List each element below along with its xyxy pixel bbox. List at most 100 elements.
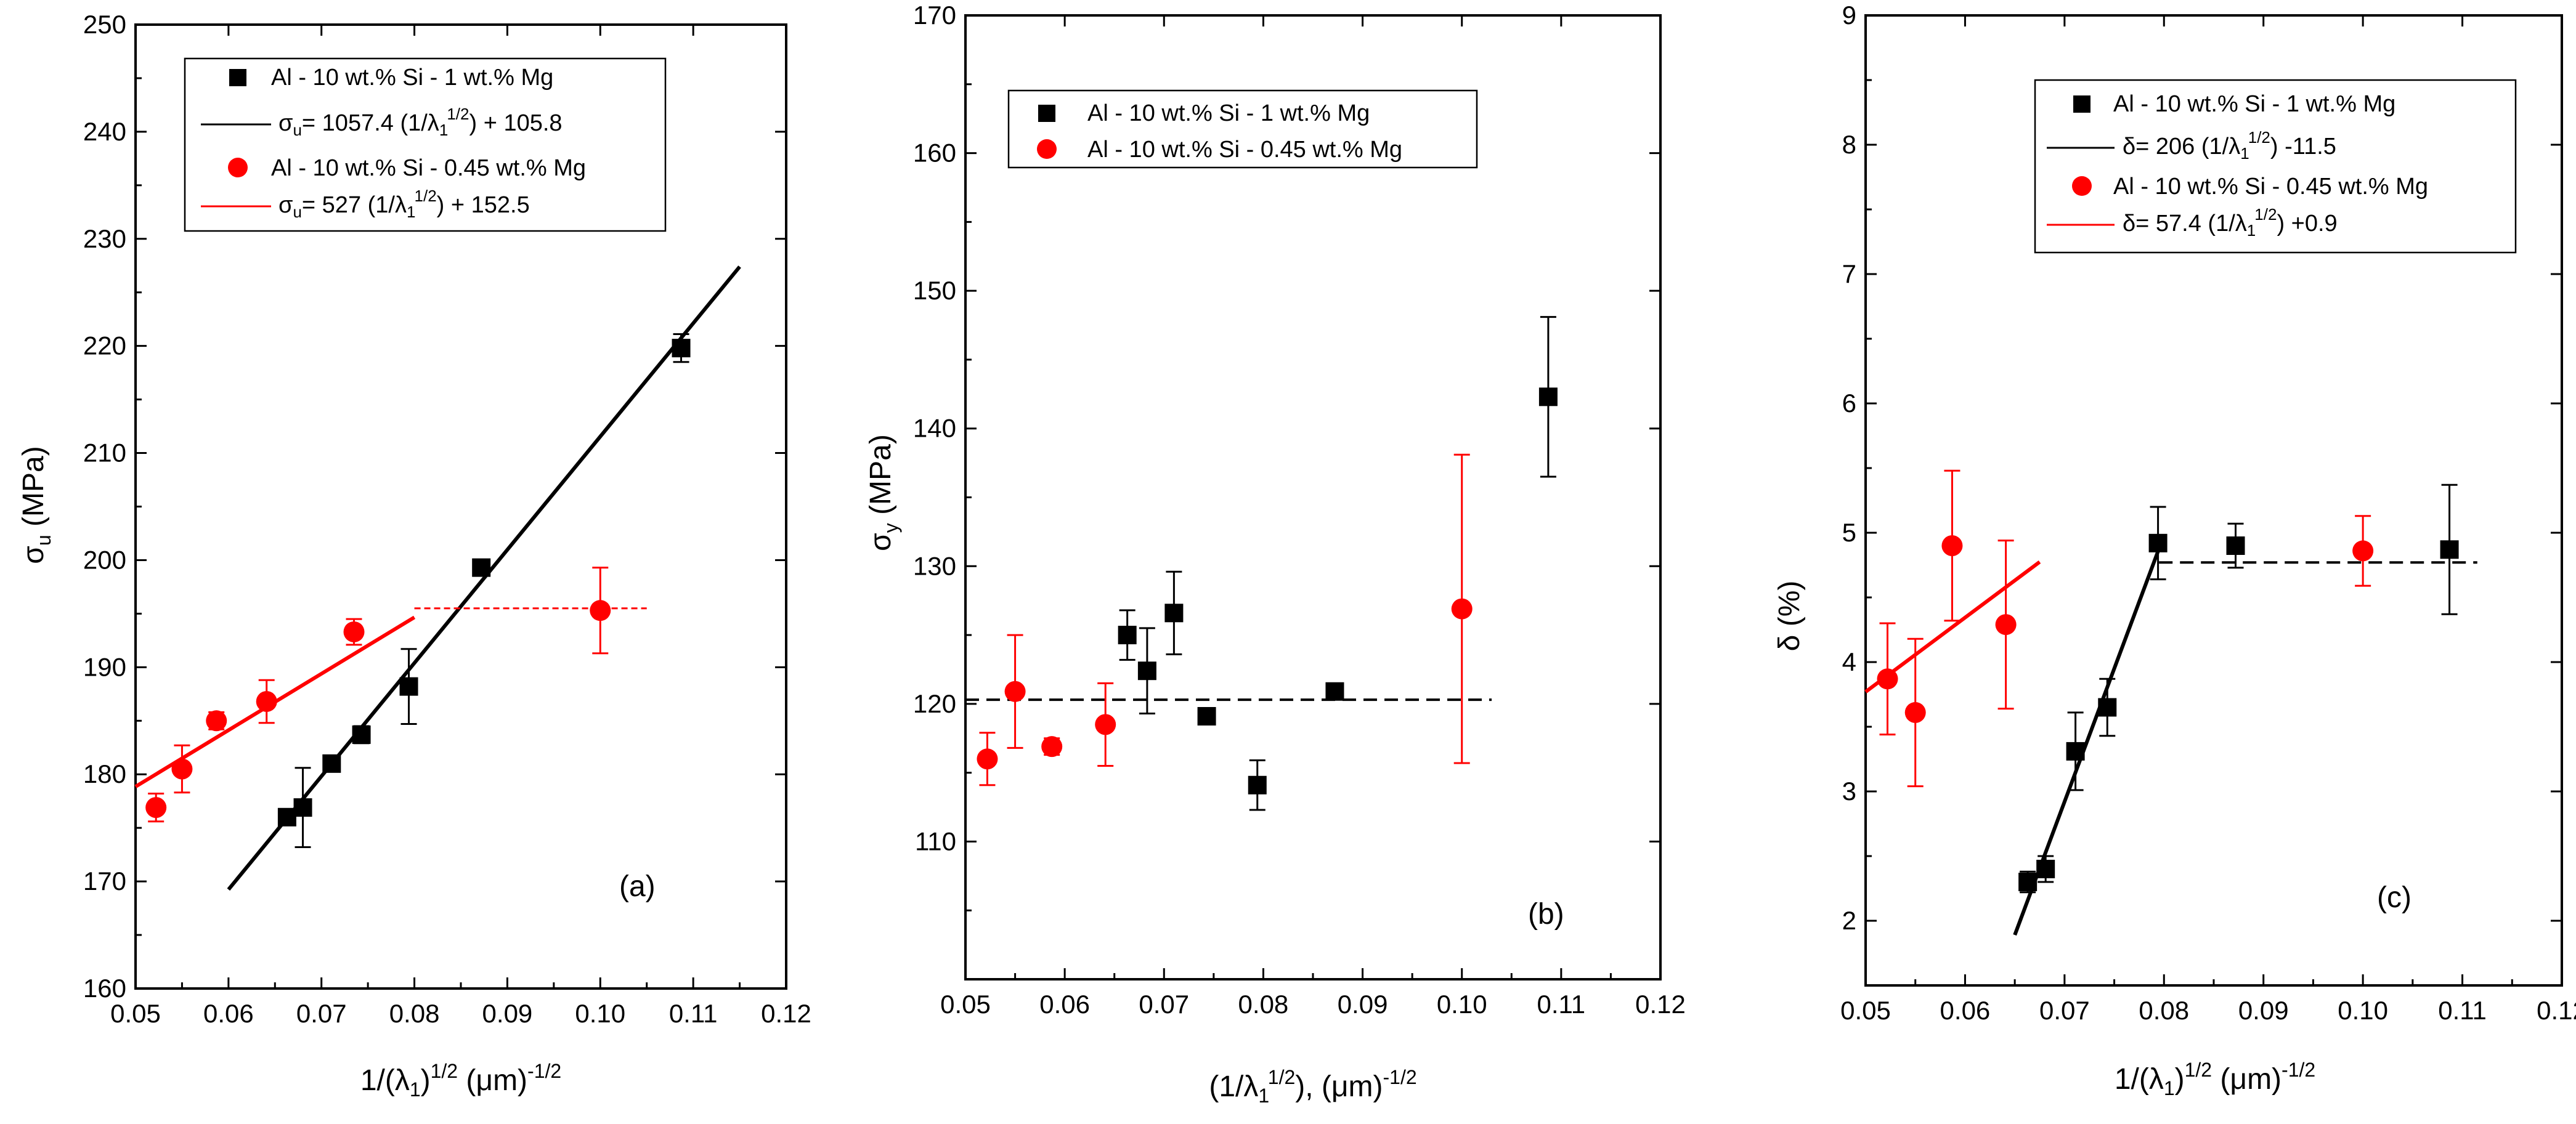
legend-label-mg045-a: Al - 10 wt.% Si - 0.45 wt.% Mg: [271, 155, 586, 181]
data-point-circle: [1941, 535, 1963, 556]
x-tick-label: 0.07: [296, 999, 347, 1028]
x-tick-label: 0.06: [1940, 996, 1991, 1025]
ticks-b: 0.05 0.06 0.07 0.08 0.09 0.10 0.11 0.12 110 120 13…: [913, 1, 1686, 1019]
x-tick-label: 0.06: [203, 999, 254, 1028]
data-point-square: [1325, 682, 1344, 701]
y-tick-label: 170: [913, 1, 956, 30]
y-tick-label: 240: [83, 117, 126, 146]
ticks-a: 0.05 0.06 0.07 0.08 0.09 0.10 0.11 0.12 160 170 18…: [83, 10, 811, 1028]
data-point-circle: [206, 710, 227, 732]
legend-fit-label-red-c: δ= 57.4 (1/λ11/2) +0.9: [2123, 205, 2338, 240]
marks-a: [145, 333, 691, 848]
y-tick-label: 2: [1842, 906, 1856, 935]
x-tick-label: 0.08: [1238, 990, 1289, 1019]
data-point-circle: [1095, 714, 1116, 735]
data-point-square: [2018, 873, 2038, 891]
legend-fit-label-black-a: σu= 1057.4 (1/λ11/2) + 105.8: [278, 105, 563, 139]
legend-label-mg045-b: Al - 10 wt.% Si - 0.45 wt.% Mg: [1087, 137, 1402, 163]
y-tick-label: 4: [1842, 647, 1856, 676]
data-point-circle: [2352, 540, 2374, 562]
x-tick-label: 0.12: [761, 999, 811, 1028]
data-point-circle: [145, 797, 167, 819]
data-point-square: [1538, 387, 1558, 406]
data-point-square: [1137, 661, 1156, 681]
legend-a: [184, 57, 667, 232]
panel-label-c: (c): [2377, 881, 2411, 914]
legend-label-mg1-c: Al - 10 wt.% Si - 1 wt.% Mg: [2113, 91, 2395, 117]
y-tick-label: 200: [83, 545, 126, 574]
y-tick-label: 230: [83, 224, 126, 253]
data-point-circle: [256, 690, 277, 712]
data-point-square: [2066, 742, 2085, 761]
data-point-square: [2036, 860, 2055, 878]
legend-c: [2034, 79, 2517, 254]
x-tick-label: 0.07: [1139, 990, 1189, 1019]
x-tick-label: 0.07: [2039, 996, 2090, 1025]
data-point-square: [1197, 706, 1216, 726]
fits-c: [1864, 543, 2477, 936]
y-tick-label: 7: [1842, 259, 1856, 288]
x-tick-label: 0.10: [575, 999, 625, 1028]
data-point-circle: [343, 621, 365, 642]
data-point-square: [293, 798, 312, 817]
y-tick-label: 170: [83, 867, 126, 896]
ticks-c: 0.05 0.06 0.07 0.08 0.09 0.10 0.11 0.12 2 3 4 5 6 7 8 9: [1840, 1, 2576, 1025]
x-tick-label: 0.09: [482, 999, 533, 1028]
chart-b: 0.05 0.06 0.07 0.08 0.09 0.10 0.11 0.12 110 120 13…: [864, 1, 1686, 1107]
data-point-square: [672, 339, 691, 358]
x-tick-label: 0.09: [1338, 990, 1388, 1019]
data-point-circle: [1877, 668, 1898, 690]
legend-marker-circle-a: [228, 158, 248, 177]
y-tick-label: 220: [83, 331, 126, 360]
x-tick-label: 0.12: [1635, 990, 1686, 1019]
legend-label-mg1-a: Al - 10 wt.% Si - 1 wt.% Mg: [271, 65, 553, 91]
marks-c: [1877, 469, 2459, 894]
legend-label-mg045-c: Al - 10 wt.% Si - 0.45 wt.% Mg: [2113, 174, 2428, 200]
y-tick-label: 250: [83, 10, 126, 39]
legend-fit-label-red-a: σu= 527 (1/λ11/2) + 152.5: [278, 187, 530, 221]
y-tick-label: 5: [1842, 518, 1856, 547]
data-point-square: [322, 754, 341, 773]
data-point-square: [1164, 604, 1184, 623]
y-tick-label: 150: [913, 276, 956, 305]
x-tick-label: 0.06: [1039, 990, 1090, 1019]
data-point-circle: [1451, 598, 1473, 620]
panel-label-b: (b): [1528, 898, 1564, 931]
x-tick-label: 0.08: [2139, 996, 2189, 1025]
x-tick-label: 0.05: [1840, 996, 1891, 1025]
data-point-square: [2226, 536, 2245, 555]
y-tick-label: 6: [1842, 389, 1856, 418]
x-tick-label: 0.08: [389, 999, 440, 1028]
data-point-circle: [977, 748, 998, 770]
data-point-square: [352, 725, 371, 744]
legend-marker-square-c: [2073, 95, 2090, 113]
data-point-circle: [1904, 701, 1926, 723]
y-tick-label: 120: [913, 689, 956, 718]
data-point-circle: [171, 758, 193, 780]
marks-b: [977, 316, 1558, 811]
data-point-square: [2098, 698, 2117, 717]
legend-label-mg1-b: Al - 10 wt.% Si - 1 wt.% Mg: [1087, 100, 1370, 126]
y-tick-label: 9: [1842, 1, 1856, 30]
y-tick-label: 130: [913, 551, 956, 580]
data-point-square: [2440, 540, 2459, 559]
y-tick-label: 190: [83, 652, 126, 681]
x-tick-label: 0.11: [2438, 996, 2487, 1025]
y-tick-label: 210: [83, 439, 126, 467]
legend-marker-circle-c: [2072, 176, 2092, 196]
data-point-circle: [1041, 736, 1063, 758]
legend-marker-square-b: [1038, 105, 1055, 122]
legend-marker-square-a: [229, 69, 246, 86]
x-tick-label: 0.05: [110, 999, 161, 1028]
data-point-square: [2148, 533, 2168, 552]
y-axis-label-b: σy (MPa): [864, 434, 902, 551]
y-tick-label: 140: [913, 414, 956, 443]
x-tick-label: 0.05: [940, 990, 991, 1019]
y-tick-label: 3: [1842, 777, 1856, 806]
data-point-circle: [1995, 614, 2017, 636]
y-tick-label: 160: [83, 974, 126, 1003]
x-tick-label: 0.10: [2338, 996, 2388, 1025]
x-tick-label: 0.12: [2537, 996, 2576, 1025]
data-point-square: [1248, 775, 1267, 794]
